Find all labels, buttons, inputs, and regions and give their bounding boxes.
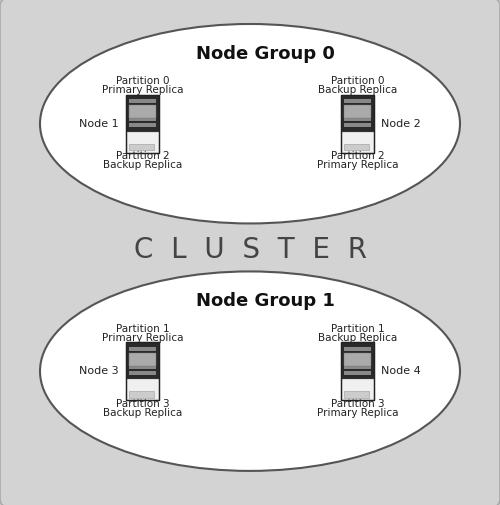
Text: Primary Replica: Primary Replica xyxy=(102,85,183,95)
Text: Primary Replica: Primary Replica xyxy=(102,333,183,342)
Text: Backup Replica: Backup Replica xyxy=(318,333,397,342)
Bar xyxy=(344,371,371,375)
Bar xyxy=(344,391,369,397)
Text: Backup Replica: Backup Replica xyxy=(103,408,182,418)
Text: Node 1: Node 1 xyxy=(79,119,118,129)
Bar xyxy=(344,112,371,115)
Ellipse shape xyxy=(40,271,460,471)
Bar xyxy=(129,365,156,369)
Bar xyxy=(129,112,156,115)
Bar xyxy=(344,347,371,350)
Bar xyxy=(341,131,374,153)
Text: Primary Replica: Primary Replica xyxy=(317,161,398,170)
Bar xyxy=(129,353,156,366)
Bar xyxy=(129,144,154,150)
Bar xyxy=(129,347,156,350)
Bar xyxy=(344,353,371,357)
Bar xyxy=(344,99,371,103)
Bar xyxy=(129,391,154,397)
Bar xyxy=(126,378,158,400)
Text: Node Group 1: Node Group 1 xyxy=(196,292,334,311)
Text: Partition 2: Partition 2 xyxy=(116,152,170,161)
Text: Partition 0: Partition 0 xyxy=(331,76,384,86)
Text: Node 3: Node 3 xyxy=(79,366,118,376)
Bar xyxy=(129,106,156,118)
Bar xyxy=(126,95,158,153)
Bar xyxy=(129,371,156,375)
Text: Partition 2: Partition 2 xyxy=(330,152,384,161)
Bar xyxy=(129,99,156,103)
Bar xyxy=(344,365,371,369)
Bar xyxy=(344,353,371,366)
Bar xyxy=(126,342,158,378)
Bar xyxy=(344,106,371,118)
Bar xyxy=(341,95,374,153)
Bar xyxy=(341,342,374,378)
Bar xyxy=(341,95,374,131)
Text: Partition 3: Partition 3 xyxy=(330,399,384,409)
Text: Primary Replica: Primary Replica xyxy=(317,408,398,418)
Bar xyxy=(344,124,371,127)
Bar xyxy=(129,118,156,121)
Bar xyxy=(126,131,158,153)
Bar xyxy=(129,359,156,363)
Bar xyxy=(341,342,374,400)
Text: C  L  U  S  T  E  R: C L U S T E R xyxy=(134,236,366,264)
Bar xyxy=(126,95,158,131)
Bar xyxy=(126,95,158,131)
Text: Partition 1: Partition 1 xyxy=(116,324,170,333)
Ellipse shape xyxy=(40,24,460,224)
Text: Node 4: Node 4 xyxy=(382,366,421,376)
Text: Backup Replica: Backup Replica xyxy=(103,161,182,170)
Bar xyxy=(129,353,156,357)
Text: Partition 3: Partition 3 xyxy=(116,399,170,409)
Text: Partition 1: Partition 1 xyxy=(330,324,384,333)
Bar xyxy=(129,106,156,109)
Bar xyxy=(344,144,369,150)
Bar xyxy=(341,342,374,378)
Text: Backup Replica: Backup Replica xyxy=(318,85,397,95)
Bar xyxy=(344,106,371,109)
Text: Node Group 0: Node Group 0 xyxy=(196,45,334,63)
Bar xyxy=(344,118,371,121)
Bar xyxy=(344,359,371,363)
Bar xyxy=(126,342,158,378)
Text: Partition 0: Partition 0 xyxy=(116,76,169,86)
Bar xyxy=(341,378,374,400)
Bar xyxy=(129,124,156,127)
Bar xyxy=(341,95,374,131)
Text: Node 2: Node 2 xyxy=(382,119,421,129)
Bar xyxy=(126,342,158,400)
